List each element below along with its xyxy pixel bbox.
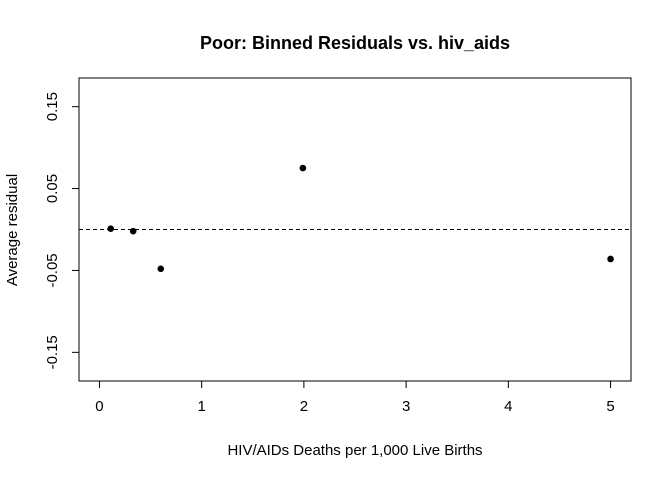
y-tick-label: 0.15 bbox=[44, 92, 61, 121]
chart-title: Poor: Binned Residuals vs. hiv_aids bbox=[200, 33, 510, 53]
data-point bbox=[107, 225, 114, 232]
data-points bbox=[107, 164, 614, 273]
y-tick-label: -0.05 bbox=[44, 253, 61, 287]
data-point bbox=[129, 227, 137, 235]
y-axis-label: Average residual bbox=[4, 174, 21, 286]
x-tick-label: 4 bbox=[504, 398, 512, 415]
y-tick-label: -0.15 bbox=[44, 335, 61, 369]
x-tick-label: 0 bbox=[95, 398, 103, 415]
data-point bbox=[607, 255, 614, 263]
data-point bbox=[157, 265, 165, 273]
x-tick-label: 2 bbox=[300, 398, 308, 415]
x-tick-label: 1 bbox=[197, 398, 205, 415]
x-axis: 0 1 2 3 4 5 bbox=[95, 380, 615, 415]
x-axis-label: HIV/AIDs Deaths per 1,000 Live Births bbox=[227, 442, 482, 459]
y-axis: -0.15 -0.05 0.05 0.15 bbox=[44, 92, 80, 369]
x-tick-label: 3 bbox=[402, 398, 410, 415]
data-point bbox=[299, 164, 307, 172]
x-tick-label: 5 bbox=[606, 398, 614, 415]
y-tick-label: 0.05 bbox=[44, 174, 61, 203]
